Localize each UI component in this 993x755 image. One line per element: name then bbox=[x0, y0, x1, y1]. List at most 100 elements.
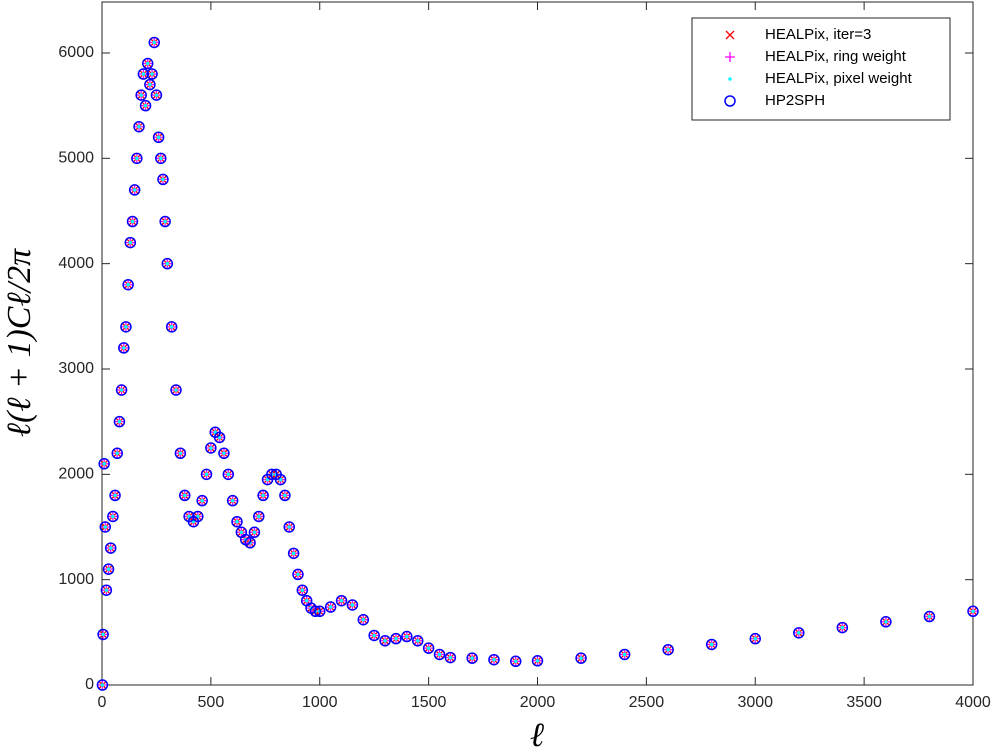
legend-label: HEALPix, iter=3 bbox=[765, 26, 871, 43]
point bbox=[141, 57, 154, 70]
point bbox=[158, 156, 163, 161]
point bbox=[492, 657, 496, 662]
point bbox=[415, 638, 420, 643]
point bbox=[880, 616, 892, 628]
point bbox=[394, 636, 398, 641]
point bbox=[169, 325, 174, 329]
legend-marker bbox=[725, 52, 735, 62]
point bbox=[622, 652, 627, 657]
point bbox=[531, 655, 544, 667]
point bbox=[444, 651, 457, 664]
point bbox=[793, 627, 805, 639]
point bbox=[150, 89, 163, 101]
point bbox=[139, 93, 143, 97]
point bbox=[287, 547, 300, 560]
point bbox=[126, 282, 130, 287]
point bbox=[150, 72, 154, 76]
point bbox=[156, 135, 161, 140]
point bbox=[422, 642, 435, 654]
point bbox=[967, 605, 979, 618]
point bbox=[106, 567, 111, 571]
point bbox=[192, 510, 204, 523]
point bbox=[513, 659, 518, 664]
point bbox=[96, 679, 109, 691]
point bbox=[231, 515, 243, 528]
y-tick-label: 5000 bbox=[58, 150, 94, 167]
point bbox=[144, 78, 156, 91]
point bbox=[266, 468, 278, 481]
point bbox=[328, 605, 333, 609]
point bbox=[200, 468, 213, 481]
point bbox=[124, 325, 128, 329]
point bbox=[121, 346, 126, 350]
point bbox=[204, 472, 209, 477]
y-tick-label: 1000 bbox=[58, 571, 94, 588]
point bbox=[575, 652, 587, 664]
point bbox=[115, 451, 120, 456]
point bbox=[235, 519, 239, 524]
point bbox=[222, 451, 226, 456]
point bbox=[448, 655, 453, 660]
y-axis-label: ℓ(ℓ + 1)Cℓ/2π bbox=[1, 248, 38, 437]
point bbox=[335, 594, 348, 607]
point bbox=[372, 633, 376, 638]
point bbox=[117, 419, 122, 424]
x-tick-label: 1000 bbox=[302, 694, 338, 711]
x-tick-label: 500 bbox=[198, 694, 225, 711]
point bbox=[296, 584, 309, 596]
point bbox=[209, 446, 213, 450]
point bbox=[159, 215, 171, 228]
point bbox=[135, 156, 139, 161]
point bbox=[230, 498, 235, 503]
x-tick-label: 3500 bbox=[846, 694, 882, 711]
point bbox=[256, 514, 261, 519]
legend-label: HEALPix, ring weight bbox=[765, 48, 907, 65]
point bbox=[705, 638, 718, 651]
point bbox=[97, 628, 109, 641]
x-tick-label: 3000 bbox=[737, 694, 773, 711]
legend-label: HEALPix, pixel weight bbox=[765, 70, 913, 87]
point bbox=[433, 648, 446, 661]
point bbox=[133, 120, 145, 133]
point bbox=[157, 173, 169, 186]
point bbox=[357, 613, 370, 626]
y-tick-label: 6000 bbox=[58, 44, 94, 61]
legend-marker bbox=[725, 30, 735, 40]
point bbox=[797, 631, 801, 635]
point bbox=[113, 493, 117, 498]
point bbox=[291, 551, 296, 556]
point bbox=[115, 384, 128, 396]
point bbox=[314, 605, 326, 618]
point bbox=[411, 635, 424, 647]
point bbox=[141, 72, 146, 76]
point bbox=[111, 447, 123, 460]
point bbox=[122, 278, 134, 291]
point bbox=[261, 493, 265, 498]
point bbox=[101, 632, 105, 637]
point bbox=[923, 610, 936, 623]
point bbox=[135, 89, 147, 101]
point bbox=[146, 68, 158, 80]
point bbox=[102, 563, 115, 575]
point bbox=[104, 588, 109, 592]
point bbox=[836, 621, 849, 634]
point bbox=[113, 415, 126, 428]
legend-marker bbox=[724, 95, 736, 107]
point bbox=[165, 321, 178, 333]
point bbox=[339, 598, 344, 603]
point bbox=[143, 103, 148, 108]
point bbox=[383, 638, 387, 643]
point bbox=[296, 572, 300, 577]
point bbox=[139, 99, 152, 112]
point bbox=[111, 514, 115, 519]
point bbox=[535, 658, 540, 663]
point bbox=[248, 526, 261, 539]
point bbox=[488, 653, 500, 666]
point bbox=[152, 131, 165, 144]
point bbox=[128, 184, 141, 196]
point bbox=[226, 472, 231, 477]
point bbox=[252, 530, 257, 535]
point bbox=[274, 473, 287, 486]
point bbox=[132, 188, 137, 192]
point bbox=[126, 215, 139, 228]
